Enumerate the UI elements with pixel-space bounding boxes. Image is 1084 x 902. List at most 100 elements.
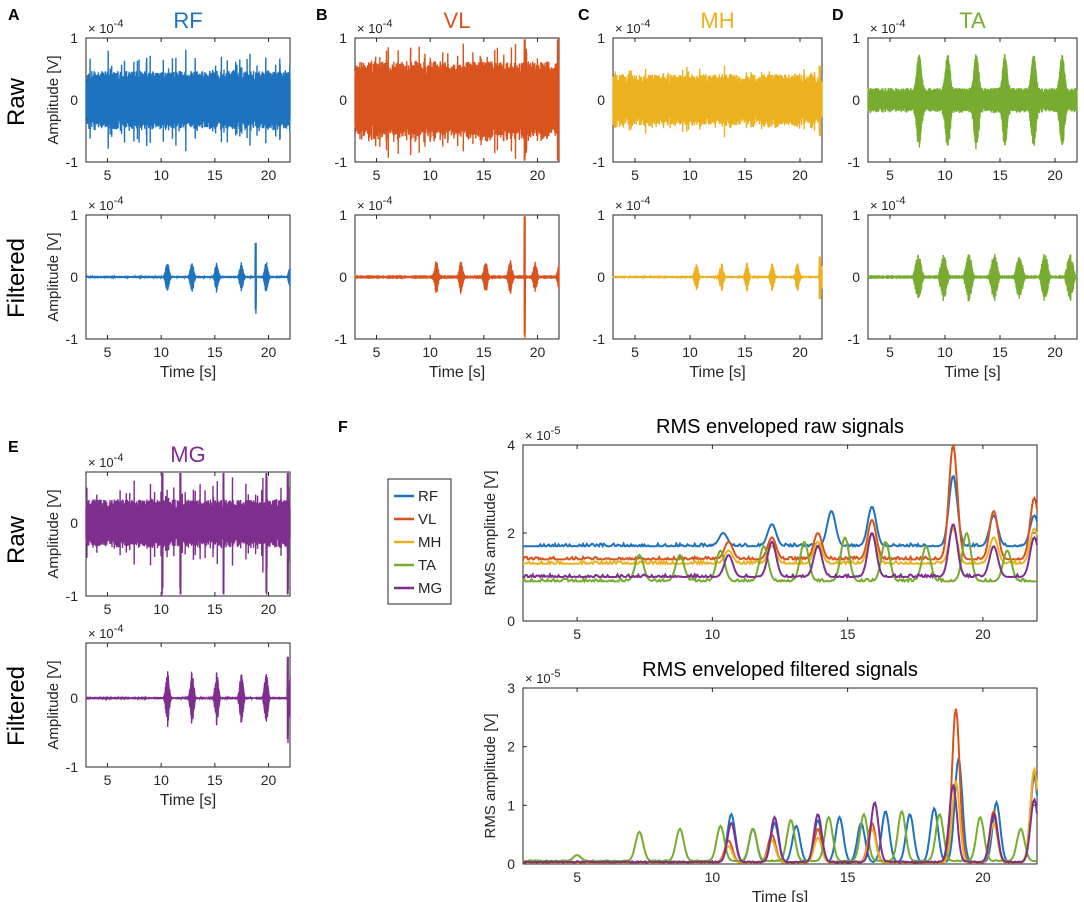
- legend-label-mh: MH: [418, 534, 441, 551]
- ytick-label-b-filt-0: -1: [335, 331, 348, 347]
- xtick-label-a-filt-1: 10: [153, 344, 169, 360]
- ytick-label-c-filt-2: 1: [597, 207, 605, 223]
- xtick-label-a-raw-0: 5: [104, 167, 112, 183]
- row-label-raw-top: Raw: [3, 77, 30, 126]
- ytick-label-d-filt-0: -1: [848, 331, 861, 347]
- xtick-label-c-filt-1: 10: [682, 344, 698, 360]
- title-d-raw: TA: [959, 8, 986, 33]
- xtick-label-a-filt-3: 20: [261, 344, 277, 360]
- xtick-label-b-raw-2: 15: [476, 167, 492, 183]
- rms-line-vl-f-raw: [522, 443, 1038, 562]
- xlabel-c-filt: Time [s]: [689, 364, 745, 381]
- ytick-label-f-filt-2: 2: [507, 739, 515, 755]
- ytick-label-f-filt-0: 0: [507, 856, 515, 872]
- exponent-label-e-filt: × 10-4: [88, 623, 123, 641]
- ylabel-e-filt: Amplitude [V]: [45, 660, 62, 749]
- ytick-label-e-filt-0: -1: [66, 759, 79, 775]
- ytick-label-c-filt-1: 0: [597, 269, 605, 285]
- panel-letter-b: B: [316, 7, 328, 24]
- ytick-label-c-raw-2: 1: [597, 30, 605, 46]
- ylabel-a-filt: Amplitude [V]: [45, 232, 62, 321]
- xtick-label-f-raw-3: 20: [975, 626, 991, 642]
- ytick-label-b-raw-0: -1: [335, 154, 348, 170]
- xtick-label-f-raw-2: 15: [840, 626, 856, 642]
- ylabel-f-filt: RMS amplitude [V]: [482, 713, 499, 838]
- xtick-label-c-filt-0: 5: [631, 344, 639, 360]
- xtick-label-c-raw-1: 10: [682, 167, 698, 183]
- axes-box-f-filt: [522, 687, 1038, 865]
- row-label-filtered-bottom: Filtered: [3, 666, 30, 746]
- exponent-label-c-raw: × 10-4: [615, 18, 650, 36]
- ytick-label-e-raw-0: -1: [66, 588, 79, 604]
- ytick-label-c-raw-0: -1: [593, 154, 606, 170]
- exponent-label-c-filt: × 10-4: [615, 195, 650, 213]
- ytick-label-a-raw-0: -1: [66, 154, 79, 170]
- rms-line-rf-f-raw: [523, 474, 1038, 549]
- legend-label-vl: VL: [418, 511, 436, 528]
- xtick-label-b-raw-1: 10: [422, 167, 438, 183]
- xtick-label-b-raw-3: 20: [530, 167, 546, 183]
- title-f-filt: RMS enveloped filtered signals: [642, 659, 918, 681]
- xtick-label-f-raw-0: 5: [573, 626, 581, 642]
- xtick-label-a-filt-2: 15: [207, 344, 223, 360]
- title-a-raw: RF: [173, 8, 202, 33]
- ytick-label-c-raw-1: 0: [597, 92, 605, 108]
- xtick-label-a-filt-0: 5: [104, 344, 112, 360]
- xtick-label-b-raw-0: 5: [373, 167, 381, 183]
- ylabel-f-raw: RMS amplitude [V]: [482, 470, 499, 595]
- signal-mh-c-raw: [612, 65, 823, 138]
- legend-label-rf: RF: [418, 488, 438, 505]
- xtick-label-d-filt-3: 20: [1047, 344, 1063, 360]
- axes-box-e-filt: [85, 642, 291, 768]
- xtick-label-f-filt-0: 5: [573, 869, 581, 885]
- ytick-label-e-filt-1: 0: [70, 690, 78, 706]
- xlabel-f-filt: Time [s]: [752, 889, 808, 902]
- ytick-label-a-filt-0: -1: [66, 331, 79, 347]
- ytick-label-f-raw-2: 4: [507, 437, 515, 453]
- legend-label-mg: MG: [418, 580, 442, 597]
- xtick-label-a-raw-2: 15: [207, 167, 223, 183]
- rms-line-ta-f-raw: [522, 531, 1037, 584]
- xtick-label-e-filt-3: 20: [261, 772, 277, 788]
- title-f-raw: RMS enveloped raw signals: [656, 416, 904, 438]
- xtick-label-d-filt-0: 5: [886, 344, 894, 360]
- signal-mg-e-filt: [85, 656, 291, 744]
- ylabel-a-raw: Amplitude [V]: [45, 55, 62, 144]
- legend-label-ta: TA: [418, 557, 436, 574]
- title-c-raw: MH: [700, 8, 734, 33]
- xtick-label-f-raw-1: 10: [705, 626, 721, 642]
- xtick-label-d-raw-0: 5: [886, 167, 894, 183]
- xtick-label-d-filt-2: 15: [992, 344, 1008, 360]
- ytick-label-a-filt-1: 0: [70, 269, 78, 285]
- ytick-label-b-filt-1: 0: [339, 269, 347, 285]
- xlabel-a-filt: Time [s]: [160, 364, 216, 381]
- title-b-raw: VL: [444, 8, 471, 33]
- panel-letter-c: C: [578, 7, 590, 24]
- ytick-label-c-filt-0: -1: [593, 331, 606, 347]
- exponent-label-f-filt: × 10-5: [525, 668, 560, 686]
- ytick-label-d-filt-2: 1: [852, 207, 860, 223]
- xtick-label-c-filt-2: 15: [737, 344, 753, 360]
- exponent-label-d-filt: × 10-4: [870, 195, 905, 213]
- xlabel-b-filt: Time [s]: [429, 364, 485, 381]
- ytick-label-d-raw-1: 0: [852, 92, 860, 108]
- xtick-label-d-raw-3: 20: [1047, 167, 1063, 183]
- xtick-label-d-raw-2: 15: [992, 167, 1008, 183]
- xtick-label-a-raw-1: 10: [153, 167, 169, 183]
- ytick-label-b-filt-2: 1: [339, 207, 347, 223]
- signal-rf-a-filt: [85, 242, 291, 314]
- xtick-label-e-filt-1: 10: [153, 772, 169, 788]
- rms-line-mg-f-filt: [523, 783, 1038, 864]
- ytick-label-e-raw-1: 0: [70, 515, 78, 531]
- ytick-label-f-filt-1: 1: [507, 797, 515, 813]
- exponent-label-a-raw: × 10-4: [88, 18, 123, 36]
- xtick-label-e-raw-2: 15: [207, 601, 223, 617]
- xtick-label-e-filt-2: 15: [207, 772, 223, 788]
- panel-letter-f: F: [338, 419, 348, 436]
- xtick-label-c-filt-3: 20: [792, 344, 808, 360]
- row-label-raw-bottom: Raw: [3, 515, 30, 564]
- xtick-label-a-raw-3: 20: [261, 167, 277, 183]
- xtick-label-f-filt-3: 20: [975, 869, 991, 885]
- signal-ta-d-raw: [867, 54, 1078, 150]
- xtick-label-b-filt-1: 10: [422, 344, 438, 360]
